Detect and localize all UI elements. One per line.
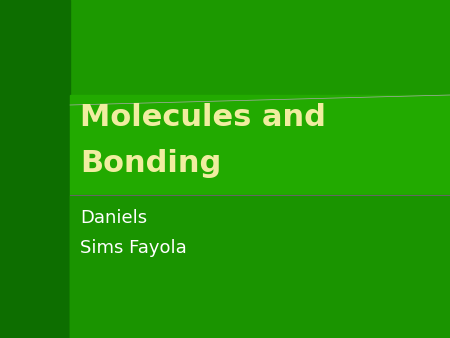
Text: Sims Fayola: Sims Fayola (80, 239, 187, 257)
Text: Daniels: Daniels (80, 209, 147, 227)
Text: Bonding: Bonding (80, 148, 221, 177)
Bar (0, 0, 70, 338)
Bar (70, 95, 450, 338)
Text: Molecules and: Molecules and (80, 103, 326, 132)
Bar (70, 195, 450, 338)
